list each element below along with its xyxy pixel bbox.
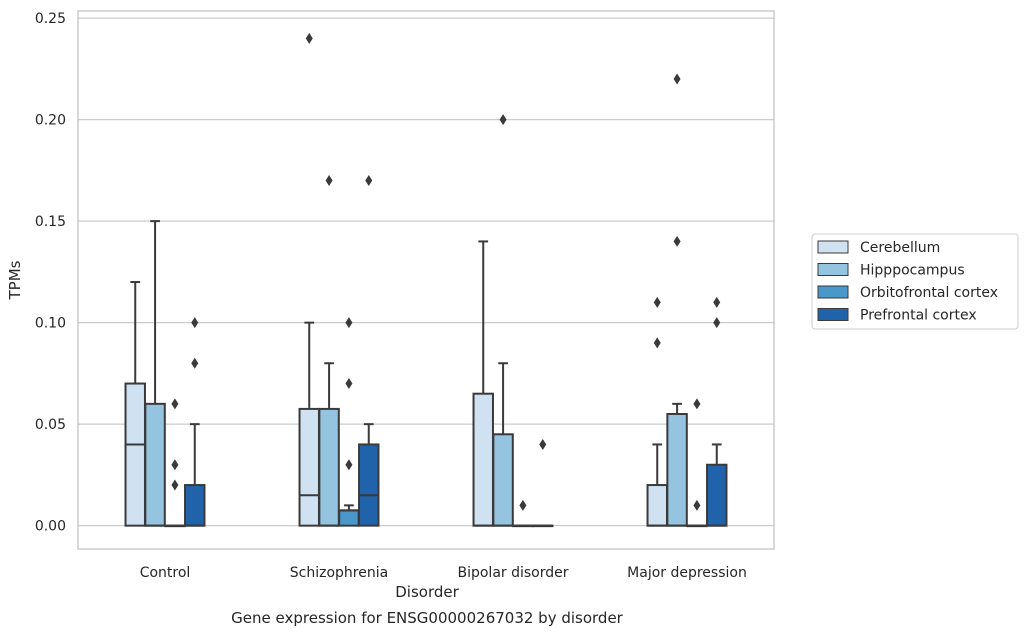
box-body bbox=[144, 402, 166, 527]
chart-caption: Gene expression for ENSG00000267032 by d… bbox=[231, 609, 624, 627]
outlier-point bbox=[693, 499, 701, 511]
box-prefrontal-cortex bbox=[706, 296, 728, 527]
y-tick-label: 0.25 bbox=[35, 11, 66, 27]
outlier-point bbox=[325, 175, 333, 187]
outlier-point bbox=[693, 398, 701, 410]
box-body bbox=[318, 407, 340, 527]
box-hipppocampus bbox=[666, 73, 688, 527]
x-tick-label: Major depression bbox=[627, 565, 747, 581]
box-body bbox=[706, 463, 728, 527]
y-tick-label: 0.00 bbox=[35, 519, 66, 535]
legend-label: Cerebellum bbox=[860, 240, 940, 256]
box-body bbox=[472, 392, 494, 527]
legend-swatch bbox=[817, 285, 849, 299]
box-hipppocampus bbox=[144, 220, 166, 527]
y-tick-label: 0.10 bbox=[35, 316, 66, 332]
box-body bbox=[298, 407, 320, 527]
box-body bbox=[124, 382, 146, 527]
x-axis-label: Disorder bbox=[395, 583, 459, 601]
legend: Cerebellum Hipppocampus Orbitofrontal cort… bbox=[811, 233, 1019, 330]
y-tick-label: 0.15 bbox=[35, 214, 66, 230]
outlier-point bbox=[191, 317, 199, 329]
box-body bbox=[338, 509, 360, 527]
box-cerebellum bbox=[646, 296, 668, 527]
outlier-point bbox=[365, 175, 373, 187]
x-tick-label: Schizophrenia bbox=[290, 565, 388, 581]
legend-swatch bbox=[817, 308, 849, 321]
outlier-point bbox=[171, 459, 179, 471]
box-cerebellum bbox=[124, 281, 146, 527]
box-body bbox=[666, 412, 688, 527]
box-orbitofrontal-cortex bbox=[512, 499, 534, 528]
plot-frame bbox=[77, 10, 775, 550]
outlier-point bbox=[653, 337, 661, 349]
y-axis-label: TPMs bbox=[6, 260, 24, 300]
box-cerebellum bbox=[472, 240, 494, 527]
box-orbitofrontal-cortex bbox=[338, 317, 360, 527]
box-prefrontal-cortex bbox=[184, 317, 206, 527]
legend-label: Orbitofrontal cortex bbox=[860, 285, 998, 301]
outlier-point bbox=[539, 438, 547, 450]
box-prefrontal-cortex bbox=[532, 438, 554, 528]
outlier-point bbox=[345, 317, 353, 329]
legend-swatch bbox=[817, 240, 849, 254]
outlier-point bbox=[305, 32, 313, 44]
outlier-point bbox=[713, 317, 721, 329]
x-tick-labels: Control Schizophrenia Bipolar disorder Majo… bbox=[140, 565, 747, 581]
legend-frame bbox=[811, 233, 1019, 330]
legend-label: Prefrontal cortex bbox=[860, 308, 977, 324]
box-orbitofrontal-cortex bbox=[686, 398, 708, 528]
box-hipppocampus bbox=[318, 175, 340, 527]
box-body bbox=[184, 484, 206, 527]
outlier-point bbox=[191, 357, 199, 369]
outlier-point bbox=[345, 378, 353, 390]
outlier-point bbox=[345, 459, 353, 471]
y-tick-labels: 0.00 0.05 0.10 0.15 0.20 0.25 bbox=[35, 11, 66, 535]
box-body bbox=[358, 443, 380, 527]
y-tick-label: 0.05 bbox=[35, 417, 66, 433]
outlier-point bbox=[653, 296, 661, 308]
outlier-point bbox=[171, 479, 179, 491]
x-tick-label: Control bbox=[140, 565, 191, 581]
outlier-point bbox=[713, 296, 721, 308]
legend-swatch bbox=[817, 263, 849, 276]
x-tick-label: Bipolar disorder bbox=[457, 565, 568, 581]
box-body bbox=[646, 484, 668, 527]
outlier-point bbox=[499, 114, 507, 126]
outlier-point bbox=[673, 73, 681, 85]
legend-label: Hipppocampus bbox=[860, 263, 965, 279]
box-cerebellum bbox=[298, 32, 320, 527]
box-body bbox=[492, 433, 514, 527]
box-orbitofrontal-cortex bbox=[164, 398, 186, 528]
outlier-point bbox=[519, 499, 527, 511]
y-tick-label: 0.20 bbox=[35, 113, 66, 129]
legend-items: Cerebellum Hipppocampus Orbitofrontal cort… bbox=[817, 240, 998, 324]
box-hipppocampus bbox=[492, 114, 514, 527]
outlier-point bbox=[673, 235, 681, 247]
box-prefrontal-cortex bbox=[358, 175, 380, 527]
outlier-point bbox=[171, 398, 179, 410]
box-layer bbox=[124, 32, 728, 528]
